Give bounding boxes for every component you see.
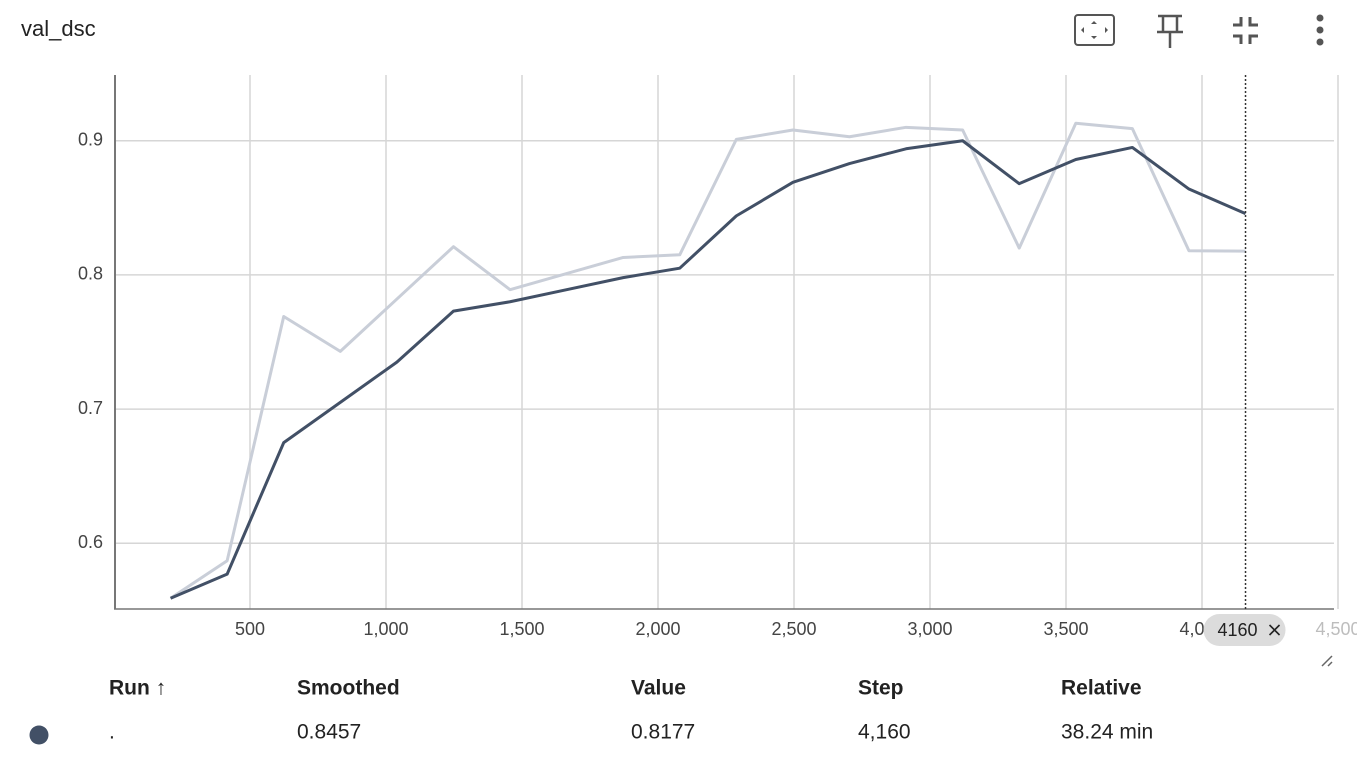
table-cell: . (109, 721, 115, 744)
hover-chip (1203, 614, 1286, 646)
collapse-button[interactable] (1233, 17, 1258, 44)
table-cell: 0.8457 (297, 721, 361, 744)
x-tick-label: 3,500 (1043, 619, 1088, 639)
hover-step: 4160 (1217, 620, 1257, 640)
y-tick-label: 0.6 (78, 532, 103, 552)
x-tick-label: 2,500 (771, 619, 816, 639)
column-header: Step (858, 677, 904, 700)
pin-button[interactable] (1157, 14, 1183, 48)
x-tick-label: 2,000 (635, 619, 680, 639)
plot-area: 0.6 0.7 0.8 0.9 500 1,000 1,500 2,000 2,500 3,000… (78, 75, 1357, 646)
x-tick-label: 4,500 (1315, 619, 1357, 639)
column-header: Run ↑ (109, 677, 166, 700)
column-header: Value (631, 677, 686, 700)
x-tick-label: 3,000 (907, 619, 952, 639)
data-table: Run ↑ Smoothed Value Step Relative. 0.8457 0.8… (29, 677, 1153, 745)
table-cell: 4,160 (858, 721, 911, 744)
resize-handle[interactable] (1321, 655, 1333, 667)
smoothed-line (169, 139, 1247, 600)
x-tick-label: 1,000 (363, 619, 408, 639)
column-header: Relative (1061, 677, 1142, 700)
x-tick-label: 500 (235, 619, 265, 639)
fit-domain-button[interactable] (1074, 14, 1115, 46)
table-cell: 38.24 min (1061, 721, 1153, 744)
y-tick-label: 0.9 (78, 129, 103, 149)
table-cell: 0.8177 (631, 721, 695, 744)
card-title: val_dsc (21, 16, 96, 41)
column-header: Smoothed (297, 677, 400, 700)
chip-close (1268, 624, 1281, 636)
run-color (29, 725, 49, 745)
y-tick-label: 0.8 (78, 264, 103, 284)
raw-line (169, 121, 1246, 600)
y-tick-label: 0.7 (78, 398, 103, 418)
menu-button[interactable] (1316, 14, 1324, 46)
x-tick-label: 1,500 (499, 619, 544, 639)
